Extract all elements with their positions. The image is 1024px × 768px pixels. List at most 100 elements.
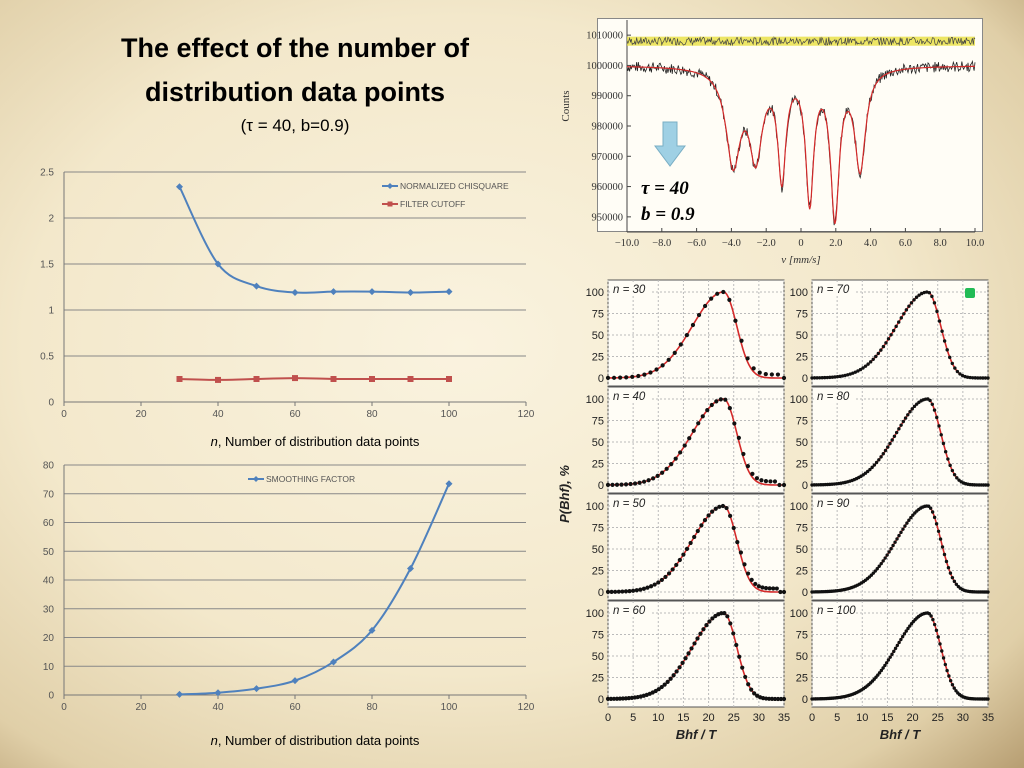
- y-tick-label: 1.5: [40, 260, 54, 271]
- data-point: [445, 480, 453, 488]
- distribution-point: [881, 559, 885, 563]
- distribution-point: [889, 333, 893, 337]
- x-tick-label: −6.0: [687, 238, 706, 249]
- distribution-point: [887, 550, 891, 554]
- panel-y-tick-label: 75: [592, 416, 604, 428]
- distribution-point: [952, 472, 957, 477]
- panel-y-tick-label: 25: [592, 459, 604, 471]
- distribution-point: [706, 513, 711, 518]
- distribution-point: [932, 408, 937, 412]
- distribution-point: [674, 669, 679, 674]
- x-tick-label: 120: [518, 409, 535, 420]
- distribution-point: [677, 665, 682, 670]
- distribution-point: [623, 482, 629, 487]
- distribution-point: [888, 441, 892, 446]
- distribution-point: [929, 614, 933, 618]
- panel-y-tick-label: 0: [802, 587, 808, 599]
- distribution-point: [642, 479, 647, 484]
- chart1-xlabel-n: n: [210, 434, 218, 449]
- distribution-point: [877, 564, 881, 568]
- distribution-point: [630, 374, 635, 379]
- distribution-point: [846, 373, 850, 377]
- distribution-point: [893, 646, 898, 651]
- distribution-point: [721, 289, 726, 295]
- distribution-point: [965, 375, 970, 379]
- distribution-point: [970, 376, 975, 380]
- distribution-point: [986, 376, 990, 380]
- panel-label: n = 70: [817, 284, 850, 296]
- distribution-point: [645, 585, 650, 590]
- distribution-point: [946, 566, 951, 570]
- distribution-point: [983, 376, 988, 380]
- distribution-point: [707, 619, 712, 624]
- distribution-point: [861, 366, 865, 370]
- distribution-point: [978, 376, 983, 380]
- distribution-point: [680, 660, 685, 666]
- distribution-point: [851, 371, 855, 375]
- distribution-point: [781, 482, 787, 488]
- distribution-point: [883, 448, 888, 453]
- distribution-point: [698, 631, 703, 636]
- distribution-point: [838, 374, 842, 379]
- data-point: [214, 689, 222, 697]
- data-point: [369, 376, 375, 382]
- distribution-point: [940, 329, 944, 333]
- panel-y-tick-label: 100: [586, 287, 604, 299]
- distribution-point: [986, 483, 990, 487]
- panel-y-tick-label: 75: [796, 630, 808, 642]
- distribution-point: [696, 312, 702, 318]
- distribution-point: [914, 295, 919, 299]
- distribution-point: [778, 589, 783, 595]
- distribution-point: [943, 450, 948, 454]
- distribution-point: [885, 553, 889, 557]
- distribution-point: [943, 662, 948, 667]
- distribution-point: [888, 655, 892, 659]
- data-point: [176, 183, 183, 191]
- x-tick-label: 120: [518, 702, 535, 713]
- distribution-point: [868, 467, 872, 472]
- distribution-point: [753, 581, 758, 587]
- x-tick-label: −2.0: [757, 238, 776, 249]
- distribution-point: [632, 481, 638, 486]
- distribution-point: [877, 458, 881, 462]
- distribution-point: [891, 328, 896, 333]
- y-tick-label: 990000: [592, 91, 624, 102]
- distribution-point: [605, 375, 611, 381]
- panel-y-tick-label: 75: [592, 523, 604, 535]
- distribution-point: [934, 522, 939, 526]
- panel-x-tick-label: 10: [652, 712, 664, 724]
- distribution-point: [745, 464, 750, 469]
- down-arrow-icon: [654, 121, 686, 167]
- data-point: [176, 376, 183, 382]
- distribution-point: [936, 635, 940, 639]
- distribution-point: [981, 376, 985, 380]
- distribution-point: [710, 509, 715, 514]
- data-point: [176, 690, 183, 698]
- distribution-point: [750, 471, 755, 476]
- panel-x-tick-label: 5: [630, 712, 636, 724]
- distribution-point: [735, 540, 740, 545]
- distribution-point: [699, 523, 704, 528]
- distribution-point: [767, 586, 772, 591]
- panel-x-tick-label: 15: [881, 712, 893, 724]
- panel-label: n = 90: [817, 498, 850, 510]
- distribution-point: [703, 303, 708, 309]
- fit-curve: [627, 65, 975, 225]
- distribution-point: [886, 658, 891, 662]
- distribution-point: [911, 513, 915, 517]
- distribution-point: [899, 316, 903, 320]
- distribution-point: [909, 515, 913, 520]
- distribution-point: [646, 478, 651, 483]
- distribution-point: [659, 577, 664, 583]
- distribution-point: [858, 367, 863, 372]
- distribution-point: [840, 374, 845, 378]
- data-point: [253, 282, 260, 290]
- data-point: [407, 289, 414, 297]
- distribution-point: [700, 414, 705, 419]
- distribution-point: [740, 665, 745, 670]
- distribution-point: [986, 697, 990, 701]
- distribution-point: [638, 587, 643, 592]
- distribution-point: [722, 611, 727, 616]
- distribution-point: [620, 589, 625, 594]
- distribution-point: [938, 537, 943, 541]
